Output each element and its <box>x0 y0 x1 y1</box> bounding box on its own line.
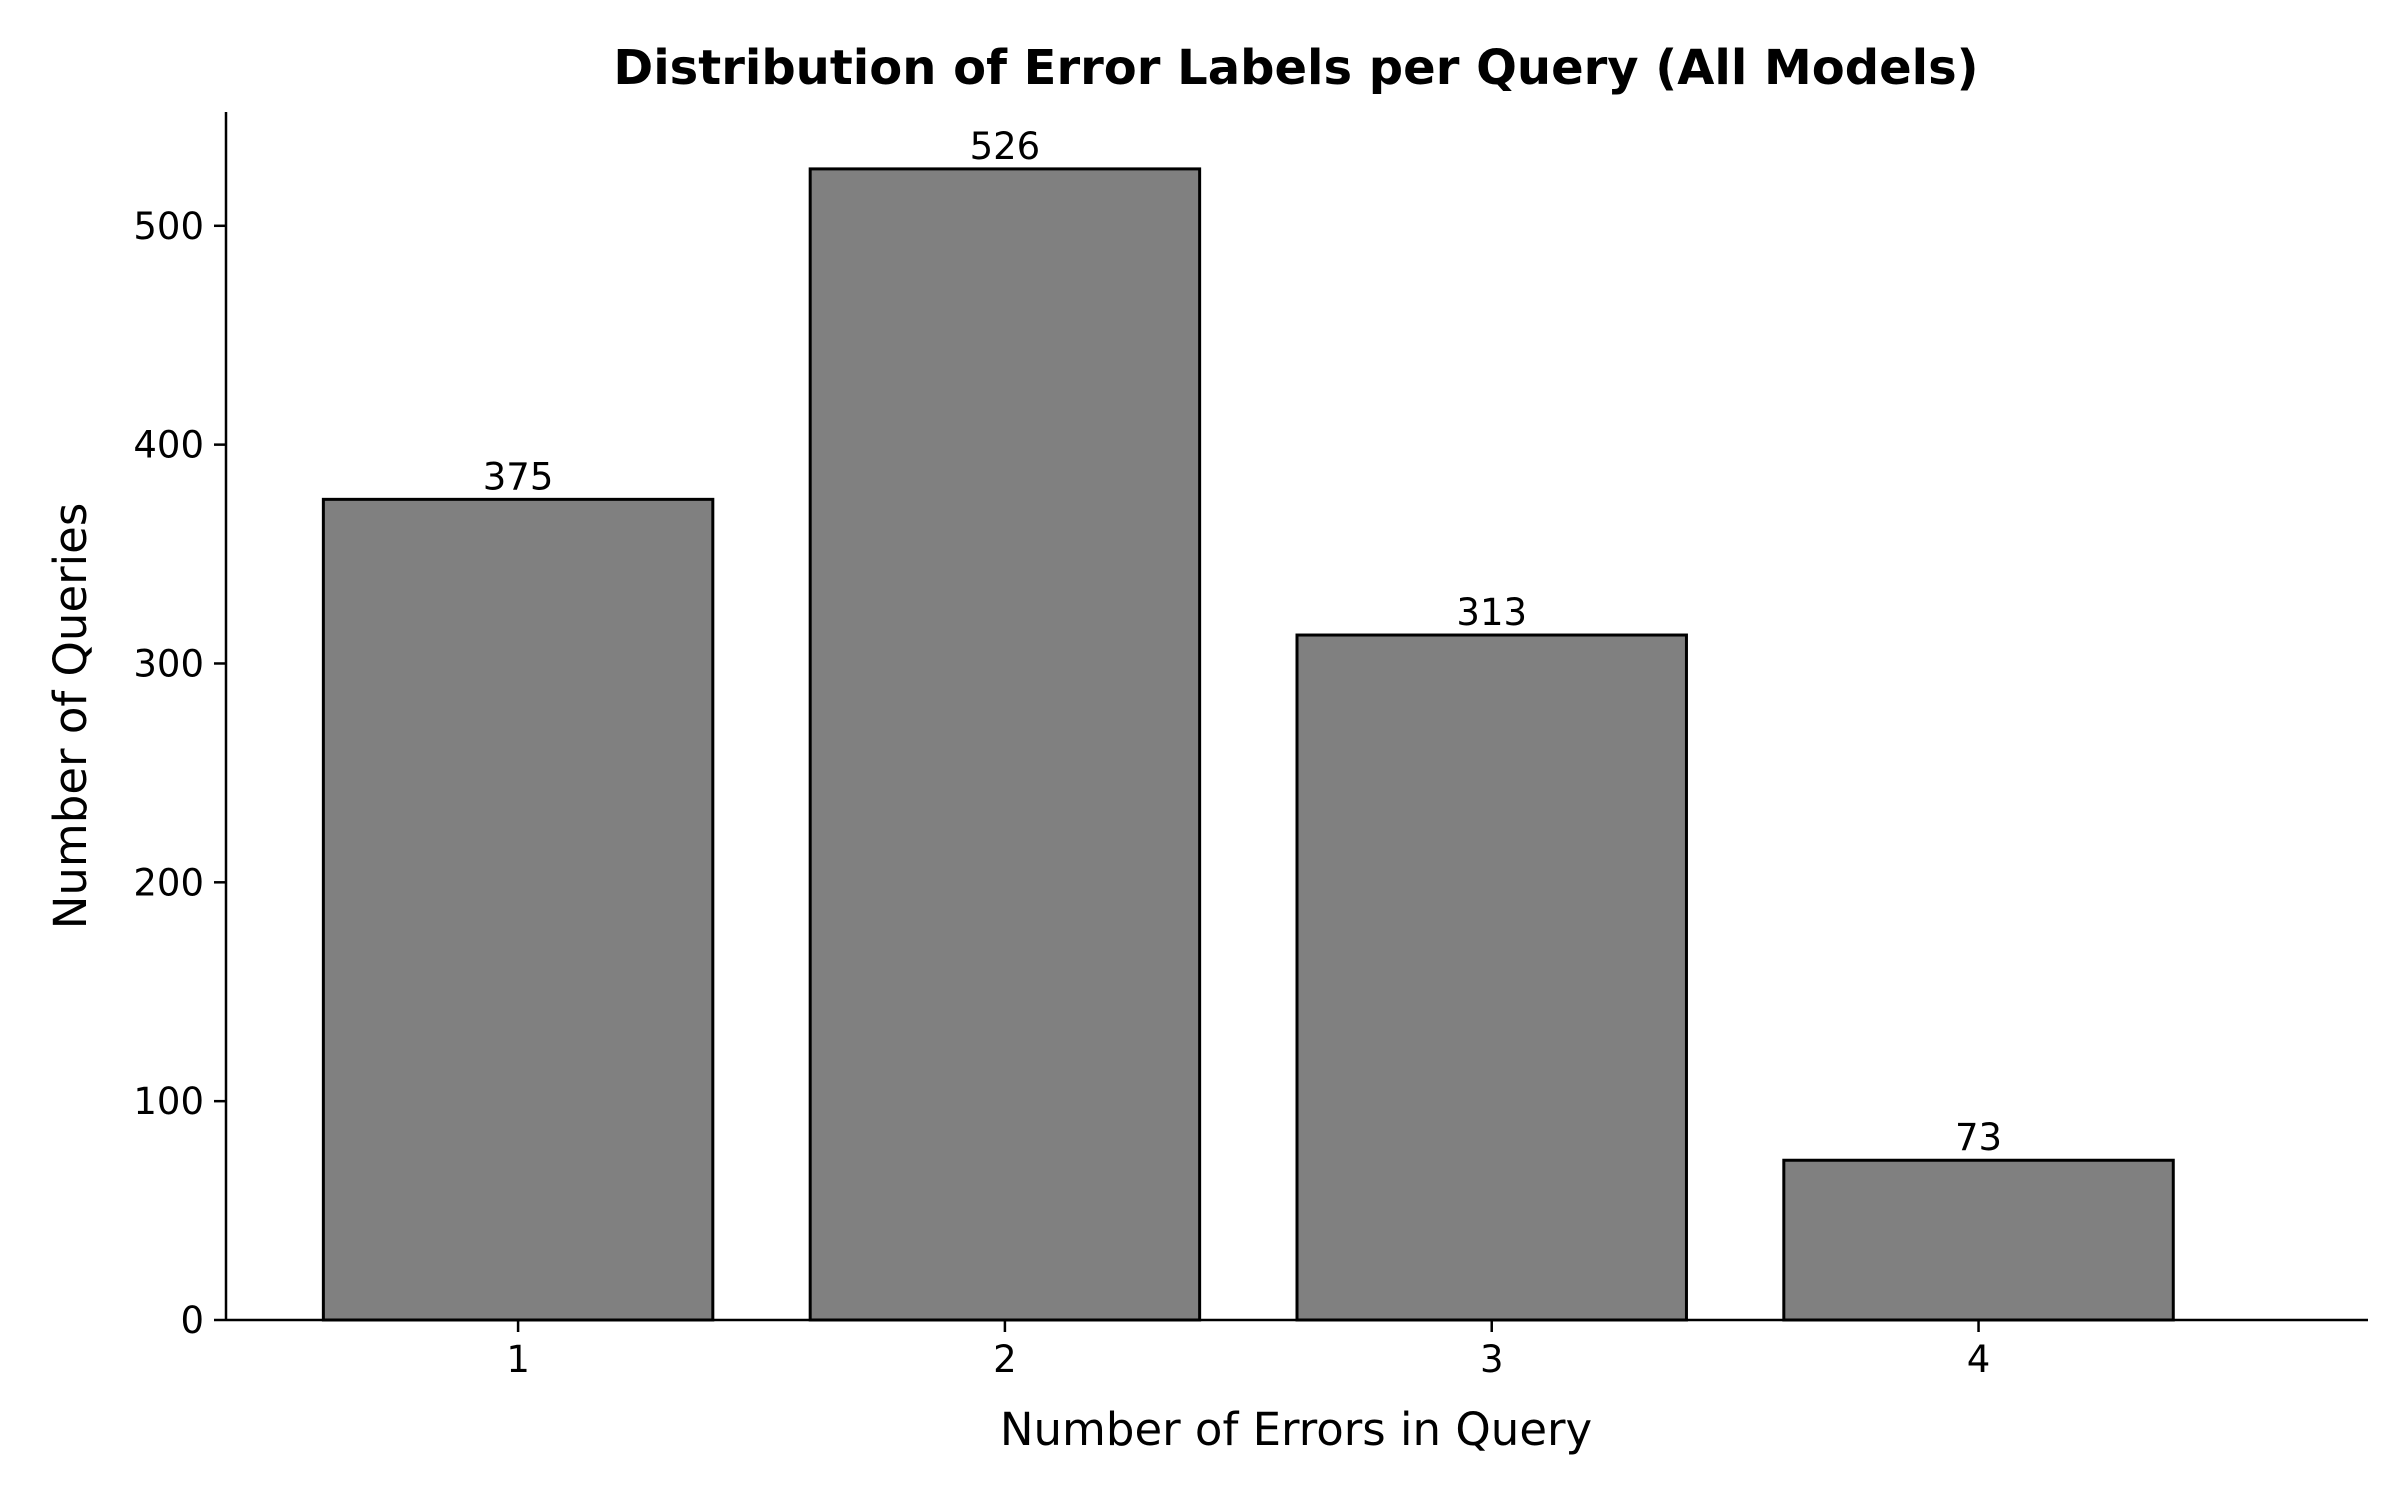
bar-2 <box>808 167 1202 1322</box>
x-tick-label-1: 1 <box>506 1338 530 1381</box>
data-label-3: 313 <box>1456 591 1527 634</box>
bar-4 <box>1782 1158 2175 1322</box>
x-tick-label-4: 4 <box>1967 1338 1991 1381</box>
data-label-2: 526 <box>970 125 1041 168</box>
x-axis-label: Number of Errors in Query <box>1000 1403 1592 1456</box>
y-tick-label-200: 200 <box>133 861 204 904</box>
data-label-4: 73 <box>1955 1116 2002 1159</box>
y-tick-label-500: 500 <box>133 205 204 248</box>
y-tick-label-400: 400 <box>133 424 204 467</box>
y-axis-label: Number of Queries <box>44 503 97 930</box>
y-tick-label-0: 0 <box>180 1299 204 1342</box>
y-tick-label-100: 100 <box>133 1080 204 1123</box>
bar-1 <box>321 497 715 1322</box>
chart-title: Distribution of Error Labels per Query (… <box>613 40 1978 96</box>
x-tick-label-3: 3 <box>1480 1338 1504 1381</box>
bar-3 <box>1295 633 1688 1322</box>
plot-area: 375 526 313 73 0 100 200 300 400 500 1 2 3 4 <box>133 112 2368 1381</box>
y-tick-label-300: 300 <box>133 642 204 685</box>
data-label-1: 375 <box>483 455 554 498</box>
x-tick-label-2: 2 <box>993 1338 1017 1381</box>
